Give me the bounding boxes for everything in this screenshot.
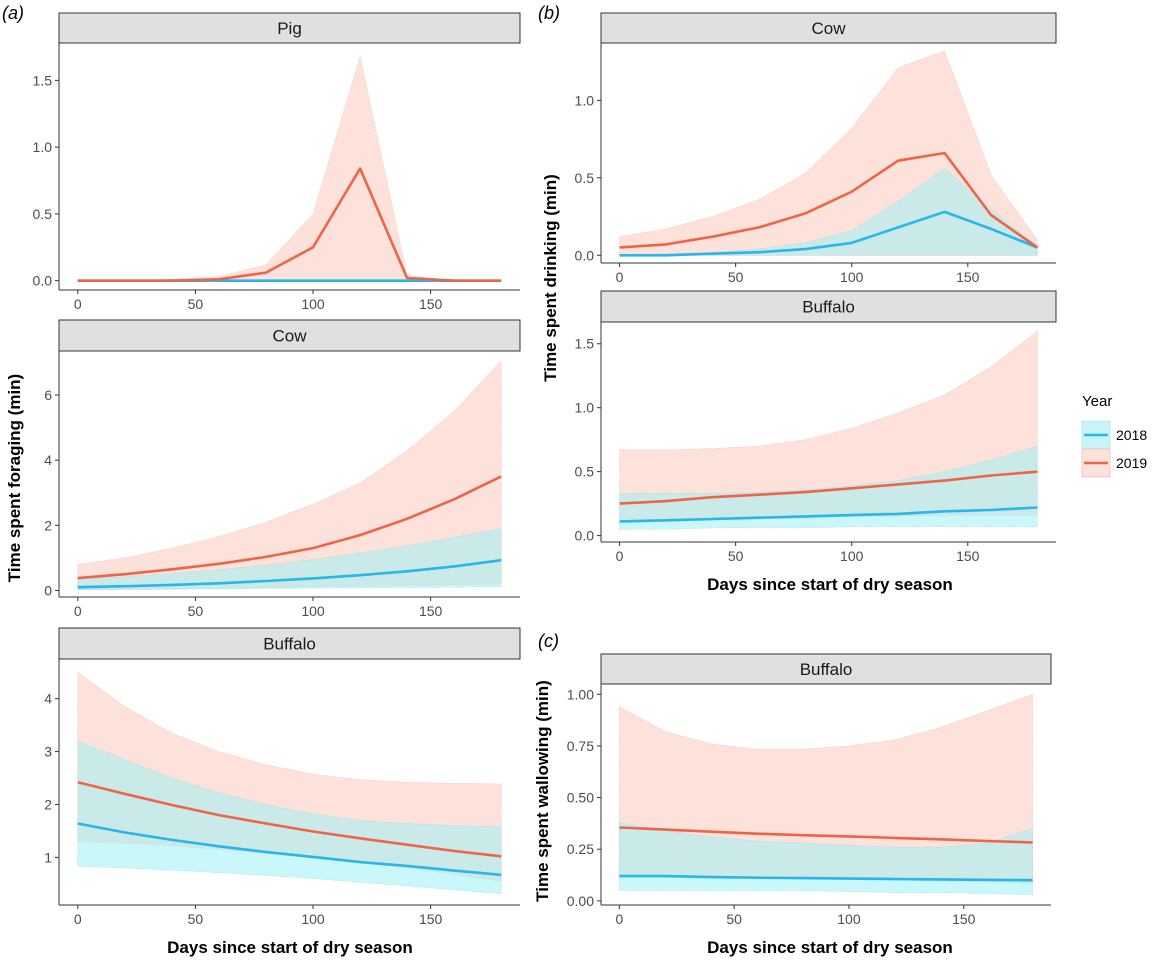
y-tick-label: 0.5 xyxy=(575,170,595,186)
facet-strip xyxy=(58,627,521,660)
series-line-2018 xyxy=(77,822,502,877)
legend-title: Year xyxy=(1082,393,1112,410)
x-tick-label: 0 xyxy=(74,603,82,619)
y-tick-label: 0.0 xyxy=(575,247,595,263)
series-line-2019 xyxy=(619,470,1038,505)
facet-label: Cow xyxy=(811,19,846,38)
y-tick-label: 1 xyxy=(44,849,52,865)
x-tick-label: 0 xyxy=(615,911,623,927)
y-tick-label: 0.25 xyxy=(567,841,594,857)
x-tick-label: 100 xyxy=(301,911,325,927)
y-tick-label: 1.00 xyxy=(567,686,594,702)
y-tick-label: 2 xyxy=(44,796,52,812)
x-tick-label: 100 xyxy=(837,911,861,927)
panel-label-a: (a) xyxy=(2,3,24,23)
x-tick-label: 100 xyxy=(840,548,864,564)
facet-strip xyxy=(600,653,1052,685)
series-line-2019 xyxy=(77,167,502,283)
panel-a-buffalo: Buffalo 1 2 3 4 0 50 100 150 xyxy=(44,627,521,927)
panel-b-buffalo: Buffalo 0.0 0.5 1.0 1.5 0 50 100 150 xyxy=(575,290,1057,564)
facet-strip xyxy=(58,319,521,352)
series-line-2019 xyxy=(77,781,502,858)
x-tick-label: 150 xyxy=(952,911,976,927)
series-line-2018 xyxy=(619,210,1038,257)
y-axis-title-drinking: Time spent drinking (min) xyxy=(541,174,560,381)
y-tick-label: 0.5 xyxy=(33,206,53,222)
x-tick-label: 100 xyxy=(840,269,864,285)
x-tick-label: 150 xyxy=(419,296,443,312)
x-axis-title-right-bottom: Days since start of dry season xyxy=(707,938,953,957)
y-tick-label: 1.0 xyxy=(575,92,595,108)
facet-strip xyxy=(58,12,521,44)
x-tick-label: 100 xyxy=(301,296,325,312)
x-tick-label: 150 xyxy=(419,911,443,927)
y-tick-label: 6 xyxy=(44,387,52,403)
x-axis-title-right-middle: Days since start of dry season xyxy=(707,575,953,594)
y-tick-label: 1.5 xyxy=(575,336,595,352)
legend-label-2018: 2018 xyxy=(1116,427,1147,443)
x-tick-label: 100 xyxy=(301,603,325,619)
y-tick-label: 4 xyxy=(44,691,52,707)
facet-strip xyxy=(600,290,1057,323)
ribbon-2018 xyxy=(77,740,502,895)
panel-a-cow: Cow 0 2 4 6 0 50 100 150 xyxy=(44,319,521,619)
panel-label-c: (c) xyxy=(538,631,559,651)
x-axis-title-left: Days since start of dry season xyxy=(167,938,413,957)
series-line-2018 xyxy=(77,558,502,589)
y-tick-label: 0.00 xyxy=(567,893,594,909)
facet-label: Buffalo xyxy=(263,635,316,654)
x-tick-label: 50 xyxy=(188,296,204,312)
panel-c-buffalo: Buffalo 0.00 0.25 0.50 0.75 1.00 0 50 100 150 xyxy=(567,653,1052,927)
legend: Year 2018 2019 xyxy=(1081,393,1147,478)
y-tick-label: 2 xyxy=(44,517,52,533)
y-axis-title-foraging: Time spent foraging (min) xyxy=(5,374,24,582)
panel-a-pig: Pig 0.0 0.5 1.0 1.5 0 50 100 150 xyxy=(33,12,521,312)
series-line-2019 xyxy=(619,826,1033,844)
facet-label: Buffalo xyxy=(800,660,853,679)
x-tick-label: 0 xyxy=(74,911,82,927)
panel-b-cow: Cow 0.0 0.5 1.0 0 50 100 150 xyxy=(575,12,1057,285)
x-tick-label: 150 xyxy=(419,603,443,619)
series-line-2018 xyxy=(619,874,1033,882)
y-tick-label: 0.50 xyxy=(567,790,594,806)
y-tick-label: 4 xyxy=(44,452,52,468)
x-tick-label: 150 xyxy=(956,269,980,285)
panel-label-b: (b) xyxy=(538,3,560,23)
series-line-2019 xyxy=(619,151,1039,249)
y-tick-label: 1.5 xyxy=(33,72,53,88)
facet-label: Pig xyxy=(277,19,302,38)
y-axis-title-wallowing: Time spent wallowing (min) xyxy=(533,680,552,902)
y-tick-label: 0.0 xyxy=(33,273,53,289)
ribbon-2019 xyxy=(77,56,502,281)
y-tick-label: 1.0 xyxy=(33,139,53,155)
facet-label: Cow xyxy=(272,327,307,346)
x-tick-label: 150 xyxy=(956,548,980,564)
y-tick-label: 0.5 xyxy=(575,464,595,480)
y-tick-label: 1.0 xyxy=(575,400,595,416)
ribbon-2018 xyxy=(77,528,502,591)
x-tick-label: 50 xyxy=(726,911,742,927)
x-tick-label: 50 xyxy=(728,548,744,564)
x-tick-label: 0 xyxy=(74,296,82,312)
y-tick-label: 3 xyxy=(44,744,52,760)
x-tick-label: 0 xyxy=(616,548,624,564)
series-line-2018 xyxy=(619,506,1038,523)
series-line-2019 xyxy=(77,475,502,580)
legend-label-2019: 2019 xyxy=(1116,455,1147,471)
x-tick-label: 50 xyxy=(188,603,204,619)
x-tick-label: 50 xyxy=(728,269,744,285)
ribbon-2018 xyxy=(619,168,1038,256)
x-tick-label: 0 xyxy=(616,269,624,285)
y-tick-label: 0.75 xyxy=(567,738,594,754)
x-tick-label: 50 xyxy=(188,911,204,927)
y-tick-label: 0 xyxy=(44,582,52,598)
facet-strip xyxy=(600,12,1057,44)
y-tick-label: 0.0 xyxy=(575,528,595,544)
facet-label: Buffalo xyxy=(802,298,855,317)
ribbon-2018 xyxy=(619,445,1038,530)
